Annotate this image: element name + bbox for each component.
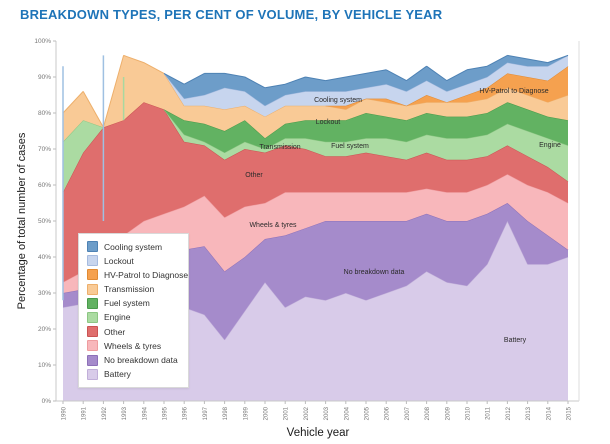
annotation-fuel-system: Fuel system <box>331 143 369 150</box>
x-tick-label: 1991 <box>82 406 88 420</box>
x-tick-label: 2008 <box>425 406 431 420</box>
x-axis-title: Vehicle year <box>286 427 350 439</box>
legend-swatch-engine <box>87 311 98 323</box>
x-tick-label: 2004 <box>344 406 350 420</box>
legend: Cooling system Lockout HV-Patrol to Diagno… <box>78 233 189 388</box>
area-wheels-tyres[interactable] <box>63 174 568 293</box>
area-engine[interactable] <box>63 102 568 193</box>
x-tick-label: 2007 <box>405 406 411 420</box>
y-tick-label: 90% <box>38 74 51 81</box>
legend-item-cooling-system[interactable]: Cooling system <box>87 241 180 252</box>
annotation-other: Other <box>245 172 263 179</box>
legend-label: HV-Patrol to Diagnose <box>104 269 189 280</box>
legend-label: Wheels & tyres <box>104 340 162 351</box>
annotation-cooling-system: Cooling system <box>314 97 362 104</box>
x-tick-label: 1998 <box>223 406 229 420</box>
x-tick-label: 2005 <box>365 406 371 420</box>
x-tick-label: 2000 <box>264 406 270 420</box>
x-tick-label: 1994 <box>142 406 148 420</box>
legend-item-transmission[interactable]: Transmission <box>87 283 180 295</box>
area-edge-cooling-system <box>163 54 569 89</box>
legend-label: Cooling system <box>104 241 163 252</box>
y-tick-label: 30% <box>38 290 51 297</box>
x-tick-label: 2012 <box>506 406 512 420</box>
annotation-wheels-tyres: Wheels & tyres <box>249 222 297 229</box>
legend-item-battery[interactable]: Battery <box>87 368 180 380</box>
x-tick-label: 1996 <box>183 406 189 420</box>
y-tick-label: 60% <box>38 182 51 189</box>
legend-swatch-battery <box>87 368 98 380</box>
legend-item-lockout[interactable]: Lockout <box>87 255 180 267</box>
chart-title: BREAKDOWN TYPES, PER CENT OF VOLUME, BY … <box>20 7 443 22</box>
annotation-lockout: Lockout <box>316 119 341 126</box>
y-tick-label: 0% <box>42 398 52 405</box>
x-tick-label: 2013 <box>526 406 532 420</box>
legend-label: Transmission <box>104 284 155 295</box>
y-tick-label: 70% <box>38 146 51 153</box>
x-tick-label: 2009 <box>445 406 451 420</box>
legend-swatch-no-breakdown-data <box>87 354 98 366</box>
x-tick-label: 1990 <box>62 406 68 420</box>
annotation-transmission: Transmission <box>259 144 300 151</box>
legend-swatch-cooling-system <box>87 241 98 252</box>
x-tick-label: 1999 <box>243 406 249 420</box>
legend-item-wheels-tyres[interactable]: Wheels & tyres <box>87 340 180 352</box>
x-tick-label: 2014 <box>546 406 552 420</box>
x-tick-label: 2003 <box>324 406 330 420</box>
y-tick-label: 80% <box>38 110 51 117</box>
legend-item-engine[interactable]: Engine <box>87 311 180 323</box>
y-tick-label: 100% <box>34 38 51 45</box>
area-no-breakdown-data[interactable] <box>63 203 568 340</box>
area-transmission[interactable] <box>63 55 568 142</box>
legend-swatch-other <box>87 326 98 338</box>
x-tick-label: 2015 <box>567 406 573 420</box>
legend-item-no-breakdown-data[interactable]: No breakdown data <box>87 354 180 366</box>
legend-label: Fuel system <box>104 298 150 309</box>
legend-swatch-fuel-system <box>87 297 98 309</box>
legend-item-other[interactable]: Other <box>87 326 180 338</box>
annotation-no-breakdown-data: No breakdown data <box>344 269 405 276</box>
x-tick-label: 1995 <box>163 406 169 420</box>
x-tick-label: 1993 <box>122 406 128 420</box>
x-tick-label: 2001 <box>284 406 290 420</box>
legend-swatch-hv-patrol-to-diagnose <box>87 269 98 281</box>
legend-label: Other <box>104 326 126 337</box>
y-tick-label: 50% <box>38 218 51 225</box>
y-tick-label: 20% <box>38 326 51 333</box>
annotation-engine: Engine <box>539 142 561 149</box>
legend-swatch-transmission <box>87 283 98 295</box>
legend-swatch-lockout <box>87 255 98 267</box>
y-tick-label: 10% <box>38 362 51 369</box>
x-tick-label: 1992 <box>102 406 108 420</box>
x-tick-label: 1997 <box>203 406 209 420</box>
annotation-hv-patrol-to-diagnose: HV-Patrol to Diagnose <box>479 88 548 95</box>
legend-label: Battery <box>104 369 131 380</box>
annotation-battery: Battery <box>504 337 527 344</box>
area-battery[interactable] <box>63 221 568 401</box>
area-cooling-system[interactable] <box>63 55 568 128</box>
legend-label: Engine <box>104 312 131 323</box>
legend-swatch-wheels-tyres <box>87 340 98 352</box>
y-tick-label: 40% <box>38 254 51 261</box>
x-tick-label: 2006 <box>385 406 391 420</box>
area-fuel-system[interactable] <box>63 102 568 153</box>
legend-label: Lockout <box>104 255 134 266</box>
x-tick-label: 2010 <box>466 406 472 420</box>
x-tick-label: 2011 <box>486 406 492 420</box>
legend-label: No breakdown data <box>104 355 178 365</box>
area-other[interactable] <box>63 102 568 283</box>
legend-item-fuel-system[interactable]: Fuel system <box>87 297 180 309</box>
x-tick-label: 2002 <box>304 406 310 420</box>
legend-item-hv-patrol-to-diagnose[interactable]: HV-Patrol to Diagnose <box>87 269 188 281</box>
